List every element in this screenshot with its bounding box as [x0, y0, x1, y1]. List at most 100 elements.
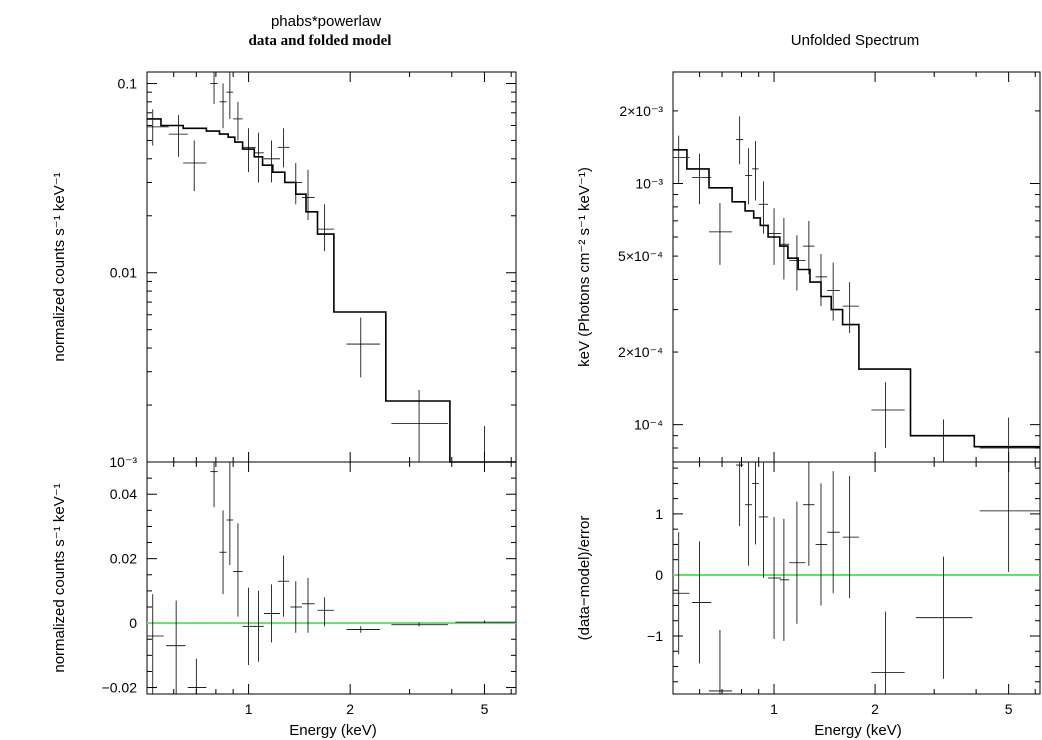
- data-point: [803, 462, 815, 566]
- data-point: [302, 578, 315, 633]
- plot-frame: [146, 461, 517, 695]
- data-point: [242, 587, 256, 665]
- data-point: [210, 72, 218, 104]
- data-point: [745, 148, 753, 205]
- panel-data-folded-model: 0.1 0.01 10⁻³: [109, 71, 517, 470]
- panel-residuals-right: 1 2 5 1 0 −1: [647, 461, 1041, 717]
- y-tick-label: 0.02: [110, 551, 137, 567]
- data-point: [166, 600, 186, 694]
- y-tick-label: 2×10⁻³: [619, 103, 663, 119]
- data-point: [455, 425, 516, 463]
- data-point: [290, 163, 303, 205]
- data-point: [871, 382, 905, 449]
- data-point: [735, 462, 744, 527]
- data-point: [391, 390, 449, 462]
- y-axis-label-top-right: keV (Photons cm⁻² s⁻¹ keV⁻¹): [576, 167, 593, 367]
- x-tick-label: 5: [481, 701, 489, 717]
- data-point: [708, 629, 733, 694]
- data-point: [219, 83, 227, 129]
- data-point: [254, 590, 264, 662]
- data-point: [346, 317, 380, 378]
- data-point: [827, 471, 840, 594]
- model-step-line: [673, 149, 1040, 448]
- y-tick-label: 5×10⁻⁴: [618, 248, 663, 264]
- data-point: [346, 626, 380, 633]
- chart-title-left: phabs*powerlaw: [271, 13, 381, 30]
- plot-frame: [146, 71, 517, 463]
- data-point: [916, 556, 973, 679]
- data-point: [302, 169, 315, 220]
- data-point: [803, 220, 815, 275]
- y-tick-label: −1: [647, 628, 663, 644]
- data-point: [692, 541, 712, 664]
- data-point: [168, 115, 188, 157]
- data-point: [752, 141, 759, 201]
- data-point: [226, 72, 234, 119]
- data-point: [317, 204, 334, 252]
- data-point: [842, 476, 859, 599]
- y-tick-label: 10⁻³: [109, 454, 137, 470]
- x-tick-label: 1: [245, 701, 253, 717]
- plot-frame: [672, 461, 1041, 695]
- data-point: [263, 584, 281, 643]
- y-tick-label: 10⁻⁴: [634, 417, 663, 433]
- data-point: [277, 555, 290, 617]
- model-step-line: [147, 118, 516, 463]
- data-point: [735, 116, 744, 165]
- x-tick-label: 5: [1005, 701, 1013, 717]
- panel-residuals-left: 1 2 5 0.04 0.02 0 −0.02: [102, 461, 517, 717]
- data-point: [183, 140, 207, 192]
- panel-unfolded-spectrum: 2×10⁻³ 10⁻³ 5×10⁻⁴ 2×10⁻⁴ 10⁻⁴: [618, 71, 1041, 463]
- data-point: [768, 208, 782, 265]
- y-tick-label: −0.02: [102, 680, 138, 696]
- data-point: [277, 128, 290, 168]
- data-point: [219, 510, 227, 595]
- data-point: [317, 597, 334, 627]
- data-point: [233, 523, 243, 617]
- data-point: [758, 181, 769, 234]
- data-point: [147, 594, 164, 694]
- data-point: [871, 611, 905, 694]
- data-point: [263, 140, 281, 183]
- data-point: [979, 462, 1040, 572]
- data-point: [391, 622, 449, 627]
- x-tick-label: 2: [346, 701, 354, 717]
- y-tick-label: 2×10⁻⁴: [618, 344, 663, 360]
- y-tick-label: 0.1: [118, 75, 138, 91]
- data-point: [979, 417, 1040, 462]
- data-point: [187, 658, 207, 694]
- y-axis-label-bottom-left: normalized counts s⁻¹ keV⁻¹: [51, 483, 68, 672]
- data-point: [789, 501, 806, 624]
- plot-frame: [672, 71, 1041, 463]
- data-point: [779, 518, 790, 641]
- y-tick-label: 0: [129, 615, 137, 631]
- x-tick-label: 2: [871, 701, 879, 717]
- data-point: [673, 135, 690, 184]
- data-point: [789, 235, 806, 291]
- data-point: [815, 483, 828, 606]
- y-tick-label: 0.01: [110, 265, 137, 281]
- data-point: [254, 132, 264, 183]
- data-point: [916, 419, 973, 462]
- data-point: [242, 128, 256, 173]
- data-point: [752, 462, 759, 545]
- data-point: [768, 516, 782, 640]
- y-tick-label: 0: [655, 567, 663, 583]
- y-axis-label-top-left: normalized counts s⁻¹ keV⁻¹: [51, 172, 68, 361]
- data-point: [233, 101, 243, 141]
- y-tick-label: 10⁻³: [635, 176, 663, 192]
- y-tick-label: 0.04: [110, 486, 137, 502]
- chart-subtitle-left: data and folded model: [249, 33, 392, 49]
- data-point: [455, 620, 516, 624]
- x-axis-label-right: Energy (keV): [814, 722, 902, 739]
- data-point: [147, 109, 169, 146]
- data-point: [708, 203, 733, 265]
- x-axis-label-left: Energy (keV): [289, 722, 377, 739]
- data-point: [210, 462, 218, 508]
- y-tick-label: 1: [655, 506, 663, 522]
- y-axis-label-bottom-right: (data−model)/error: [576, 516, 593, 641]
- x-tick-label: 1: [770, 701, 778, 717]
- data-point: [779, 217, 790, 280]
- data-point: [673, 532, 690, 655]
